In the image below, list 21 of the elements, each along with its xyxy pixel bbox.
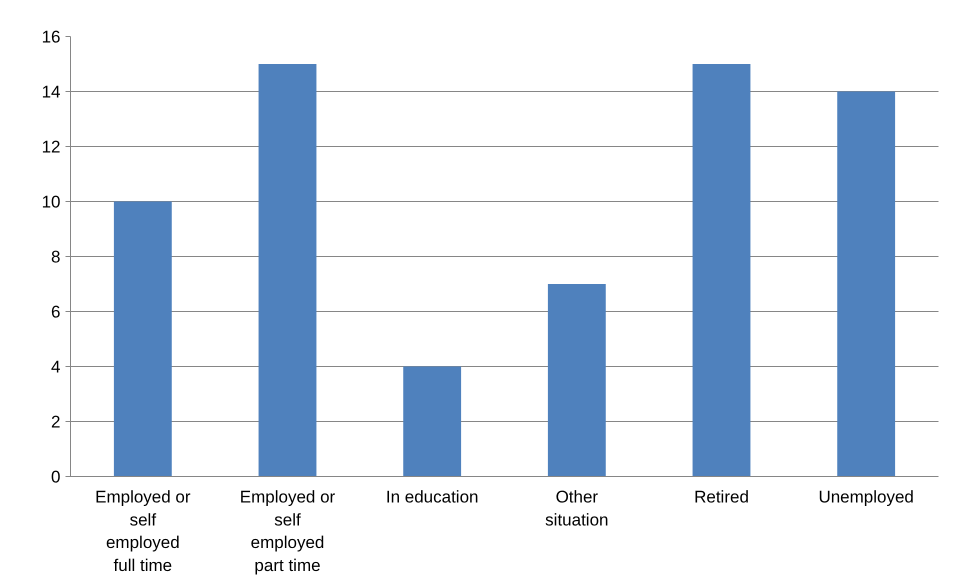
bar [837,92,896,476]
y-tick-label: 6 [51,302,61,322]
y-tick-label: 0 [51,468,61,486]
y-tick-label: 2 [51,412,61,432]
bar [548,284,606,476]
y-tick-label: 10 [42,192,61,212]
y-tick-label: 16 [42,28,61,46]
x-tick-label: Employed or self employed part time [240,488,336,575]
bar [114,202,172,476]
y-tick-label: 14 [42,82,61,102]
x-tick-label: Employed or self employed full time [95,488,191,575]
y-tick-label: 4 [51,358,61,376]
y-tick-label: 12 [42,138,61,156]
x-tick-label: Retired [694,488,749,506]
x-tick-label: Unemployed [818,488,914,506]
bar [403,366,462,476]
bar [258,64,316,476]
x-tick-label: Other situation [545,488,608,530]
x-tick-label: In education [386,488,478,506]
bar [692,64,750,476]
y-tick-label: 8 [51,248,61,266]
